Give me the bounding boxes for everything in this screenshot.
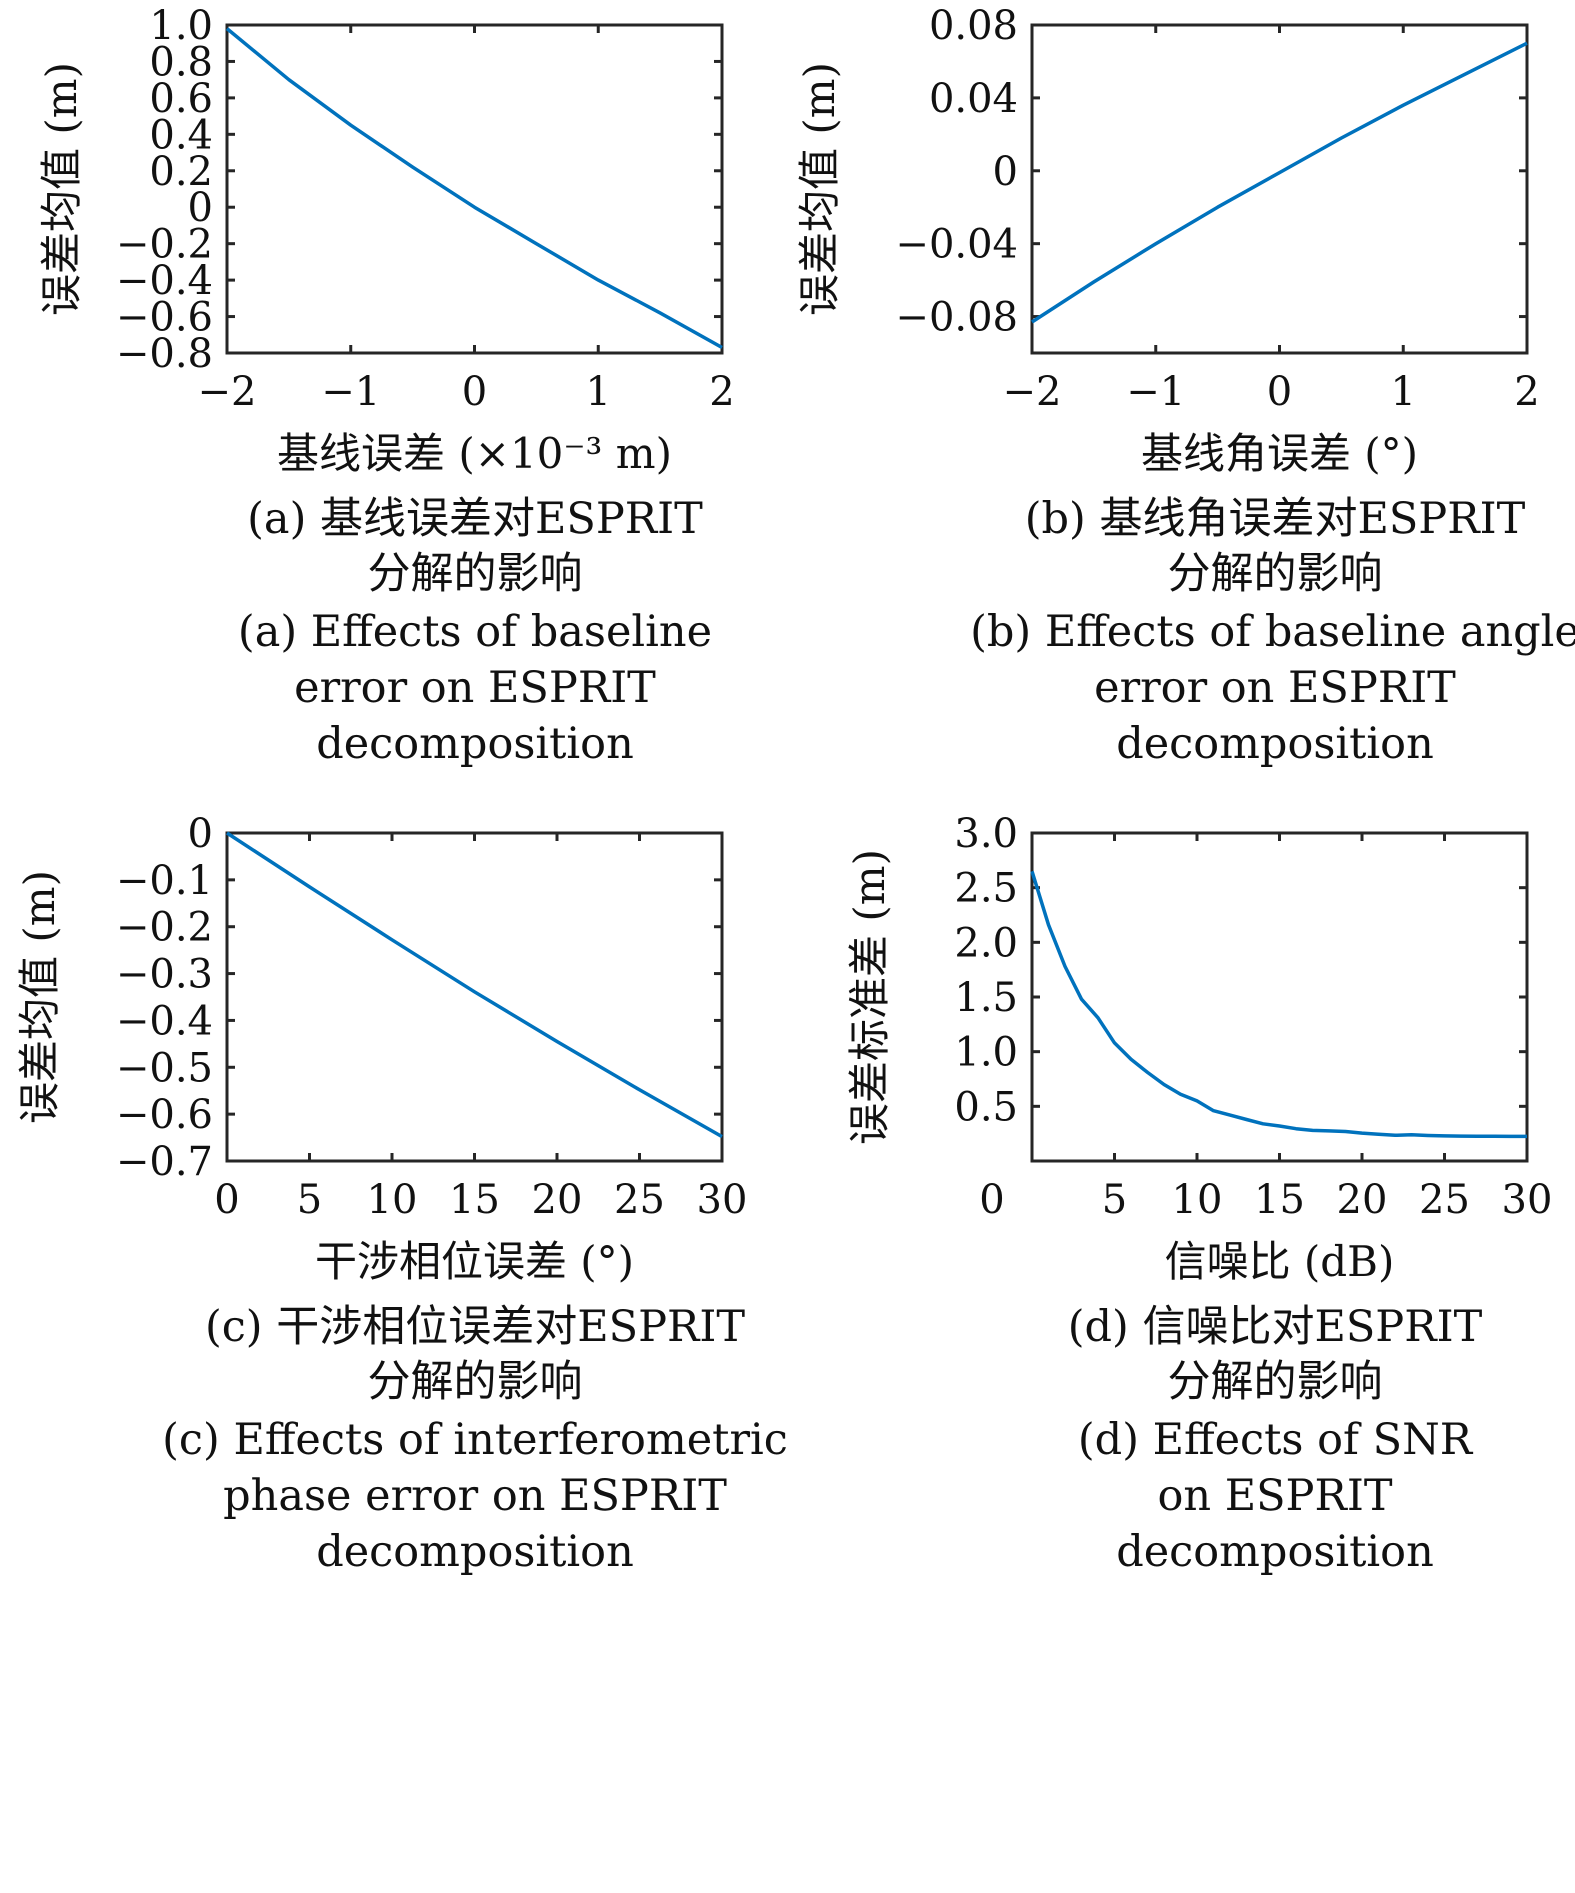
caption-en-line: (b) Effects of baseline angle [970, 607, 1575, 657]
chart-panel-c: 0 5 10 15 20 25 300−0.1−0.2−0.3−0.4−0.5−0.6−0.… [15, 811, 788, 1577]
y-axis-label: 误差均值 (m) [15, 870, 64, 1124]
x-tick-label: −1 [321, 369, 380, 415]
x-tick-label: 15 [449, 1177, 500, 1223]
y-axis-label: 误差均值 (m) [795, 62, 844, 316]
caption-cn-line: 分解的影响 [368, 549, 583, 599]
chart-panel-b: −2 −1 0 1 2 0.08 0.04 0 −0.04 −0.08 基线角误差 (°) 误差均值 … [795, 3, 1575, 769]
y-tick-label: 1.0 [149, 3, 213, 49]
x-tick-label: 2 [1514, 369, 1539, 415]
y-tick-label: 3.0 [954, 811, 1018, 857]
caption-en-line: error on ESPRIT [1094, 663, 1456, 713]
y-tick-label: 2.0 [954, 920, 1018, 966]
chart-panel-a: −2 −1 0 1 21.00.80.60.40.20−0.2−0.4−0.6−0.8基… [37, 3, 735, 769]
x-tick-label: 1 [1391, 369, 1416, 415]
y-tick-label: 0 [993, 149, 1018, 195]
caption-cn-line: 分解的影响 [368, 1357, 583, 1407]
caption-cn-line: 分解的影响 [1168, 549, 1383, 599]
y-tick-label: 0.04 [929, 76, 1018, 122]
caption-en-line: (c) Effects of interferometric [162, 1415, 788, 1465]
x-tick-label: 25 [614, 1177, 665, 1223]
x-axis-label: 信噪比 (dB) [1165, 1237, 1395, 1286]
x-tick-label: 10 [367, 1177, 418, 1223]
caption-cn-line: 分解的影响 [1168, 1357, 1383, 1407]
x-tick-label: 20 [1337, 1177, 1388, 1223]
y-tick-label: 2.5 [954, 866, 1018, 912]
caption-en-line: error on ESPRIT [294, 663, 656, 713]
y-tick-label: 0.8 [149, 39, 213, 85]
caption-en-line: decomposition [1116, 719, 1434, 769]
y-tick-label: 0.5 [954, 1084, 1018, 1130]
y-tick-label: 0.2 [149, 149, 213, 195]
x-axis-label: 干涉相位误差 (°) [315, 1237, 634, 1286]
x-tick-label: 0 [462, 369, 487, 415]
y-tick-label: −0.2 [116, 905, 213, 951]
caption-en-line: decomposition [316, 719, 634, 769]
y-tick-label: −0.1 [116, 858, 213, 904]
x-axis-label: 基线误差 (×10⁻³ m) [277, 429, 672, 478]
x-tick-label: 30 [1502, 1177, 1553, 1223]
y-tick-label: −0.5 [116, 1045, 213, 1091]
caption-cn-line: (d) 信噪比对ESPRIT [1068, 1302, 1483, 1352]
axes-box [1030, 831, 1529, 1163]
x-tick-label: 5 [297, 1177, 322, 1223]
caption-en-line: decomposition [316, 1527, 634, 1577]
y-tick-label: 0 [188, 185, 213, 231]
caption-en-line: phase error on ESPRIT [223, 1471, 727, 1521]
y-axis-label: 误差标准差 (m) [845, 849, 894, 1145]
y-tick-label: −0.7 [116, 1139, 213, 1185]
y-tick-label: 0.4 [149, 112, 213, 158]
y-tick-label: −0.2 [116, 222, 213, 268]
y-tick-label: 1.5 [954, 975, 1018, 1021]
y-tick-label: 0.6 [149, 76, 213, 122]
axes-box [225, 23, 724, 355]
caption-en-line: (a) Effects of baseline [238, 607, 712, 657]
y-tick-label: 0 [188, 811, 213, 857]
y-axis-label: 误差均值 (m) [37, 62, 86, 316]
x-tick-label: 10 [1172, 1177, 1223, 1223]
y-tick-label: −0.8 [116, 331, 213, 377]
y-tick-label: −0.08 [895, 295, 1018, 341]
caption-en-line: on ESPRIT [1157, 1471, 1392, 1521]
x-axis-label: 基线角误差 (°) [1141, 429, 1418, 478]
y-tick-label: −0.04 [895, 222, 1018, 268]
x-tick-label: 20 [532, 1177, 583, 1223]
axes-box [1030, 23, 1529, 355]
chart-panel-d: 0 5 10 15 20 25 30 3.0 2.5 2.0 1.5 1.0 0.5 信噪比 (dB) 误差… [845, 811, 1552, 1577]
caption-cn-line: (b) 基线角误差对ESPRIT [1025, 494, 1526, 544]
y-tick-label: −0.4 [116, 998, 213, 1044]
x-tick-label: 30 [697, 1177, 748, 1223]
y-tick-label: −0.6 [116, 1092, 213, 1138]
caption-en-line: (d) Effects of SNR [1078, 1415, 1474, 1465]
caption-cn-line: (a) 基线误差对ESPRIT [247, 494, 703, 544]
x-tick-label: 15 [1254, 1177, 1305, 1223]
x-tick-label: −1 [1126, 369, 1185, 415]
data-line [225, 27, 723, 350]
x-tick-label: 0 [1267, 369, 1292, 415]
data-line [1031, 41, 1528, 324]
x-tick-label: 0 [214, 1177, 239, 1223]
x-tick-label: 25 [1419, 1177, 1470, 1223]
y-tick-label: −0.3 [116, 952, 213, 998]
y-tick-label: 1.0 [954, 1030, 1018, 1076]
x-tick-label: −2 [198, 369, 257, 415]
data-line [1030, 870, 1527, 1139]
x-tick-label: 5 [1102, 1177, 1127, 1223]
y-tick-label: −0.6 [116, 295, 213, 341]
data-line [226, 831, 723, 1139]
caption-en-line: decomposition [1116, 1527, 1434, 1577]
x-tick-label: 2 [709, 369, 734, 415]
y-tick-label: −0.4 [116, 258, 213, 304]
x-tick-label: 0 [979, 1177, 1004, 1223]
y-tick-label: 0.08 [929, 3, 1018, 49]
caption-cn-line: (c) 干涉相位误差对ESPRIT [205, 1302, 745, 1352]
x-tick-label: −2 [1003, 369, 1062, 415]
x-tick-label: 1 [586, 369, 611, 415]
